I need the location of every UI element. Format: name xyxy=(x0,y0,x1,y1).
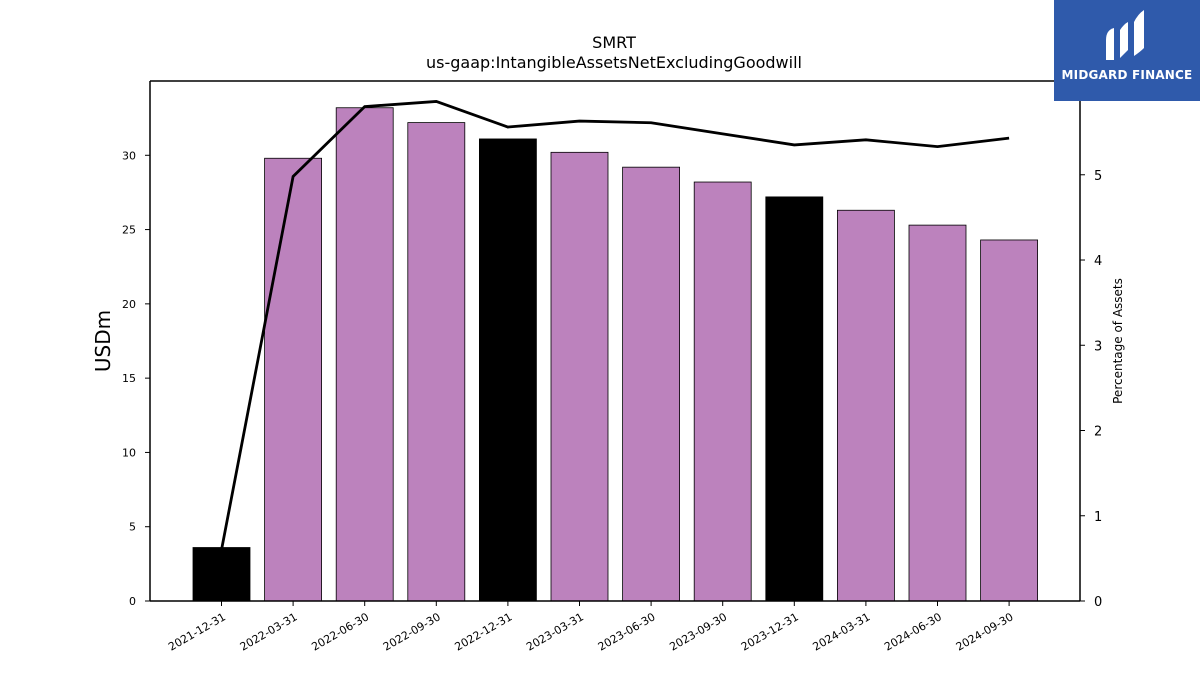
x-tick-label: 2024-06-30 xyxy=(882,610,944,653)
x-tick-label: 2022-06-30 xyxy=(309,610,371,653)
bar-2022-12-31 xyxy=(478,138,537,602)
x-tick-label: 2024-09-30 xyxy=(954,610,1016,653)
y2-tick-label: 0 xyxy=(1094,595,1102,610)
y-tick-label: 20 xyxy=(122,298,136,311)
x-tick-label: 2023-06-30 xyxy=(596,610,658,653)
x-tick-label: 2023-12-31 xyxy=(739,610,801,653)
chart-title: SMRT xyxy=(592,33,636,52)
y-tick-label: 5 xyxy=(129,521,136,534)
bar-2023-12-31 xyxy=(765,196,824,602)
x-tick-label: 2024-03-31 xyxy=(811,610,873,653)
x-tick-label: 2023-09-30 xyxy=(667,610,729,653)
bar-2024-09-30 xyxy=(980,239,1038,602)
y-tick-label: 0 xyxy=(129,595,136,608)
y2-tick-label: 1 xyxy=(1094,510,1102,525)
y2-axis-label: Percentage of Assets xyxy=(1111,278,1125,404)
bar-2021-12-31 xyxy=(192,547,251,602)
bar-2023-03-31 xyxy=(550,151,609,602)
chart-subtitle: us-gaap:IntangibleAssetsNetExcludingGood… xyxy=(426,53,802,72)
midgard-finance-logo: MIDGARD FINANCE xyxy=(1054,0,1200,101)
y-tick-label: 15 xyxy=(122,372,136,385)
y2-tick-label: 5 xyxy=(1094,169,1102,184)
bar-2024-06-30 xyxy=(908,224,967,602)
line-group xyxy=(220,100,1010,551)
percentage-of-assets-line xyxy=(220,100,1010,551)
bar-2022-03-31 xyxy=(264,157,323,602)
bar-2024-03-31 xyxy=(837,209,895,602)
bar-2023-09-30 xyxy=(693,181,752,602)
y-tick-label: 25 xyxy=(122,224,136,237)
x-tick-label: 2022-09-30 xyxy=(381,610,443,653)
logo-text: MIDGARD FINANCE xyxy=(1061,68,1193,82)
bar-2023-06-30 xyxy=(622,166,680,602)
y2-tick-label: 3 xyxy=(1094,339,1102,354)
y2-tick-label: 2 xyxy=(1094,425,1102,440)
x-tick-label: 2021-12-31 xyxy=(166,610,228,653)
bar-2022-06-30 xyxy=(335,107,394,602)
y-tick-label: 30 xyxy=(122,149,136,162)
y-tick-label: 10 xyxy=(122,446,136,459)
bars-group xyxy=(192,107,1038,602)
x-tick-label: 2023-03-31 xyxy=(524,610,586,653)
bar-2022-09-30 xyxy=(407,122,466,602)
x-tick-label: 2022-12-31 xyxy=(453,610,515,653)
logo-mark-icon xyxy=(1106,10,1144,60)
x-tick-label: 2022-03-31 xyxy=(238,610,300,653)
y2-tick-label: 4 xyxy=(1094,254,1102,269)
y-axis-label: USDm xyxy=(91,310,115,372)
